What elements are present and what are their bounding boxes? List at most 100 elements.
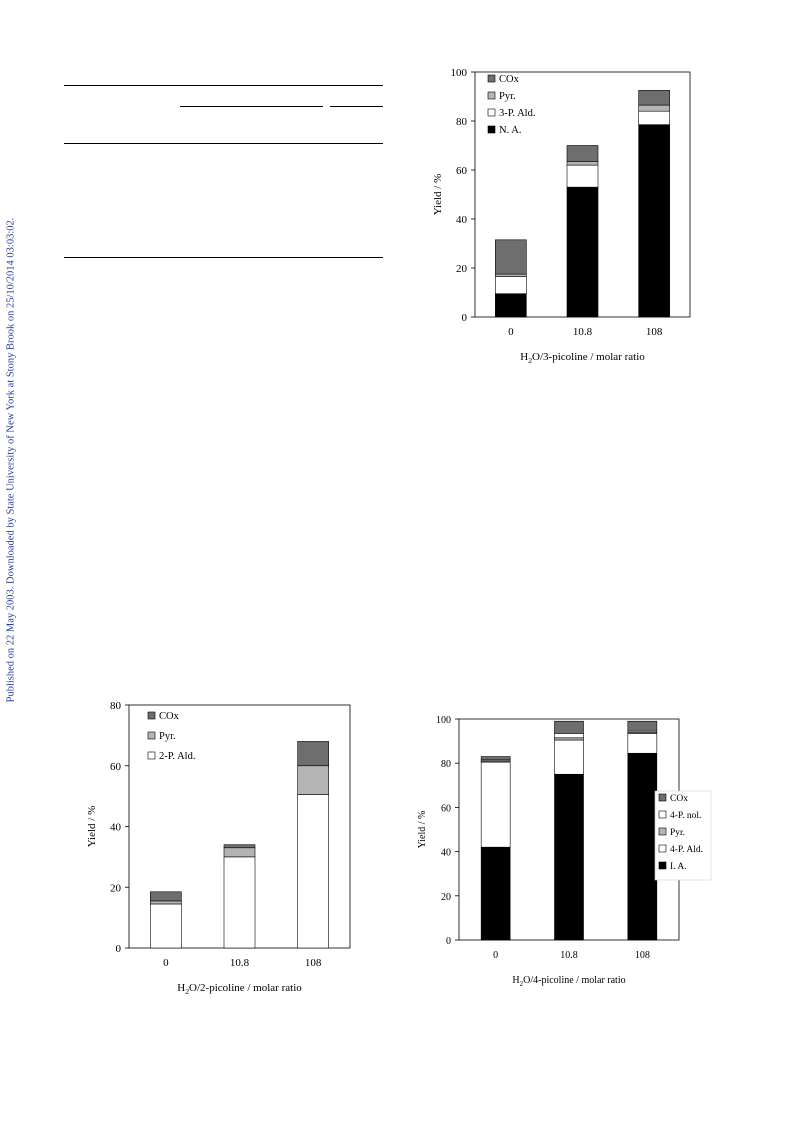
y-axis-label: Yield / % — [86, 806, 98, 848]
x-axis-label-pre: H — [512, 975, 519, 986]
legend-swatch — [487, 91, 496, 100]
y-tick-label: 20 — [110, 882, 122, 894]
legend-swatch — [147, 711, 156, 720]
y-tick-label: 20 — [441, 892, 451, 903]
chart-2-picoline-svg: 0 20 40 60 80 Yield / % 0 10.8 108 H2O/2-picoline… — [86, 700, 351, 996]
legend-label: Pyr. — [499, 91, 516, 102]
legend-label: 2-P. Ald. — [159, 751, 195, 762]
bar-segment — [638, 104, 670, 112]
y-tick-label: 40 — [441, 848, 451, 859]
x-axis-label-post: O/2-picoline / molar ratio — [189, 982, 302, 994]
x-tick-label: 10.8 — [573, 326, 593, 338]
legend-swatch — [147, 731, 156, 740]
x-axis-label-post: O/4-picoline / molar ratio — [523, 975, 625, 986]
bar-segment — [638, 110, 670, 125]
legend-swatch — [658, 861, 667, 870]
bar-segment — [638, 90, 670, 106]
bar-segment — [566, 186, 599, 318]
bar-segment — [554, 720, 584, 734]
bar-segment — [223, 856, 256, 949]
y-tick-label: 100 — [436, 715, 451, 726]
x-axis-label-sub: 2 — [185, 987, 189, 996]
bar-segment — [495, 273, 527, 277]
x-tick-label: 108 — [646, 326, 663, 338]
bar-segment — [223, 844, 256, 849]
legend-label: 3-P. Ald. — [499, 108, 535, 119]
chart-4-picoline: 0 20 40 60 80 100 Yield / % 0 10.8 108 H2O/4-picol… — [415, 705, 725, 990]
x-axis-label-sub: 2 — [528, 356, 532, 365]
legend-label: COx — [499, 74, 520, 85]
bar-segment — [566, 164, 599, 188]
x-tick-label: 10.8 — [560, 950, 578, 961]
y-tick-label: 80 — [441, 759, 451, 770]
table-mid-rule — [64, 143, 383, 144]
x-axis-label-sub: 2 — [520, 980, 524, 988]
bar-segment — [638, 124, 670, 318]
table-header-rule-a — [180, 106, 323, 107]
x-axis-label: H2O/2-picoline / molar ratio — [177, 982, 302, 996]
chart-2-picoline: 0 20 40 60 80 Yield / % 0 10.8 108 H2O/2-picoline… — [80, 690, 380, 1000]
bar-segment — [566, 145, 599, 162]
x-axis-label-pre: H — [520, 351, 528, 363]
legend-label: N. A. — [499, 125, 521, 136]
y-tick-label: 80 — [456, 116, 468, 128]
download-watermark: Published on 22 May 2003. Downloaded by … — [4, 200, 18, 720]
download-note: Published on 22 May 2003. Downloaded by … — [5, 217, 17, 703]
legend-label: 4-P. nol. — [670, 811, 701, 821]
bar-segment — [495, 276, 527, 295]
y-tick-label: 80 — [110, 700, 122, 712]
bar-segment — [150, 891, 182, 902]
y-tick-label: 20 — [456, 263, 468, 275]
bar-segment — [223, 847, 256, 858]
legend-swatch — [658, 793, 667, 802]
bar-segment — [297, 765, 329, 795]
legend-label: I. A. — [670, 862, 687, 872]
legend-swatch — [658, 844, 667, 853]
bar-segment — [627, 752, 658, 941]
x-tick-label: 108 — [635, 950, 650, 961]
x-axis-label-post: O/3-picoline / molar ratio — [532, 351, 645, 363]
bar-segment — [554, 773, 584, 941]
bar-segment — [627, 733, 658, 754]
y-tick-label: 0 — [116, 943, 122, 955]
legend-swatch — [658, 810, 667, 819]
bar-segment — [495, 239, 527, 275]
x-tick-label: 10.8 — [230, 957, 250, 969]
legend-label: COx — [670, 794, 688, 804]
bar-segment — [480, 756, 511, 761]
bar-segment — [297, 741, 329, 767]
x-tick-label: 108 — [305, 957, 322, 969]
y-tick-label: 0 — [462, 312, 468, 324]
y-axis-label: Yield / % — [417, 811, 428, 849]
legend-swatch — [487, 74, 496, 83]
table-top-rule — [64, 85, 383, 86]
bar-segment — [566, 161, 599, 166]
legend-label: Pyr. — [670, 828, 685, 838]
bar-segment — [150, 900, 182, 905]
legend-swatch — [487, 108, 496, 117]
bar-segment — [495, 293, 527, 318]
y-tick-label: 100 — [451, 67, 468, 79]
x-tick-label: 0 — [163, 957, 169, 969]
bar-segment — [554, 737, 584, 741]
x-tick-label: 0 — [493, 950, 498, 961]
x-axis-label: H2O/4-picoline / molar ratio — [512, 975, 625, 988]
bar-segment — [150, 903, 182, 949]
chart-4-picoline-svg: 0 20 40 60 80 100 Yield / % 0 10.8 108 H2O/4-picol… — [417, 715, 712, 988]
y-tick-label: 40 — [110, 822, 122, 834]
legend-swatch — [487, 125, 496, 134]
bar-segment — [480, 761, 511, 848]
legend-label: COx — [159, 711, 180, 722]
legend-label: 4-P. Ald. — [670, 845, 703, 855]
legend-swatch — [658, 827, 667, 836]
chart-3-picoline: 0 20 40 60 80 100 Yield / % 0 10.8 108 H2O/3-picol… — [420, 60, 720, 380]
x-tick-label: 0 — [508, 326, 514, 338]
legend-swatch — [147, 751, 156, 760]
y-tick-label: 60 — [456, 165, 468, 177]
table-header-rule-b — [330, 106, 383, 107]
y-tick-label: 40 — [456, 214, 468, 226]
bar-segment — [297, 794, 329, 949]
bar-segment — [480, 846, 511, 941]
y-tick-label: 0 — [446, 936, 451, 947]
bar-segment — [554, 733, 584, 739]
